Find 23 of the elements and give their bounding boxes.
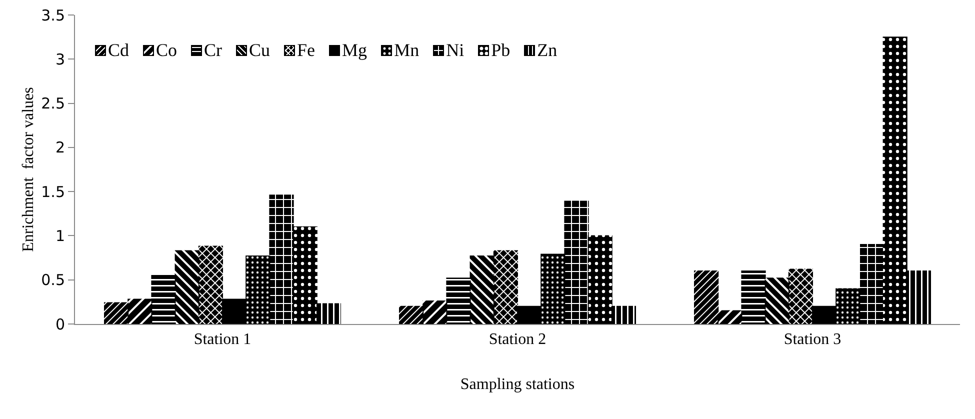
y-tick-label: 2	[55, 138, 65, 157]
legend-label: Cu	[249, 40, 270, 61]
y-tick-label: 3	[55, 50, 65, 68]
legend-label: Fe	[297, 40, 316, 61]
legend-label: Cd	[108, 40, 130, 61]
legend-label: Co	[156, 40, 178, 61]
y-tick-label: 2.5	[41, 94, 65, 113]
legend-label: Pb	[491, 40, 510, 61]
legend-label: Cr	[204, 40, 222, 61]
y-tick-label: 1.5	[41, 182, 65, 201]
y-tick-label: 0	[55, 315, 65, 334]
x-tick-label: Station 2	[488, 331, 546, 348]
y-tick-label: 0.5	[41, 271, 65, 290]
y-tick-label: 1	[55, 226, 65, 245]
legend-label: Mg	[342, 40, 368, 61]
y-axis-title: Enrichment factor values	[20, 87, 37, 252]
x-tick-label: Station 3	[784, 331, 842, 348]
legend-label: Mn	[394, 40, 420, 61]
x-axis-title: Sampling stations	[460, 376, 575, 393]
legend-label: Zn	[537, 40, 558, 61]
legend-label: Ni	[446, 40, 464, 61]
y-tick-label: 3.5	[41, 6, 65, 24]
x-tick-label: Station 1	[194, 331, 252, 348]
